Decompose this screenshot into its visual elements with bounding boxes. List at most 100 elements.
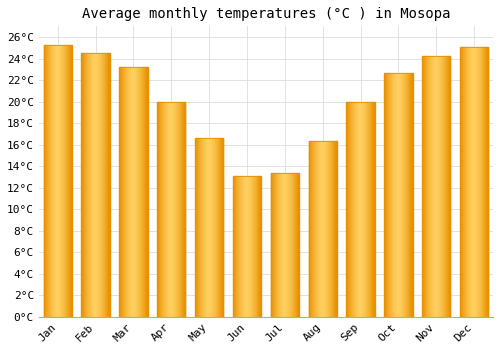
- Bar: [67, 44, 68, 317]
- Bar: [207, 138, 208, 317]
- Bar: [90, 53, 92, 317]
- Bar: [124, 67, 125, 317]
- Bar: [240, 176, 242, 317]
- Bar: [367, 102, 368, 317]
- Bar: [478, 47, 479, 317]
- Bar: [372, 102, 374, 317]
- Bar: [178, 102, 179, 317]
- Bar: [97, 53, 98, 317]
- Bar: [163, 102, 164, 317]
- Bar: [486, 47, 487, 317]
- Bar: [210, 138, 212, 317]
- Bar: [429, 56, 430, 317]
- Bar: [120, 67, 122, 317]
- Bar: [236, 176, 237, 317]
- Bar: [140, 67, 141, 317]
- Bar: [68, 44, 69, 317]
- Bar: [247, 176, 248, 317]
- Bar: [355, 102, 356, 317]
- Bar: [349, 102, 350, 317]
- Bar: [242, 176, 244, 317]
- Bar: [259, 176, 260, 317]
- Bar: [284, 173, 285, 317]
- Bar: [70, 44, 71, 317]
- Bar: [145, 67, 146, 317]
- Bar: [123, 67, 124, 317]
- Bar: [109, 53, 110, 317]
- Bar: [387, 72, 388, 317]
- Bar: [446, 56, 447, 317]
- Bar: [291, 173, 292, 317]
- Bar: [238, 176, 239, 317]
- Bar: [374, 102, 375, 317]
- Bar: [425, 56, 426, 317]
- Bar: [221, 138, 222, 317]
- Bar: [330, 141, 331, 317]
- Bar: [432, 56, 434, 317]
- Bar: [180, 102, 181, 317]
- Bar: [318, 141, 319, 317]
- Bar: [316, 141, 317, 317]
- Bar: [353, 102, 354, 317]
- Bar: [410, 72, 411, 317]
- Bar: [460, 47, 488, 317]
- Bar: [66, 44, 67, 317]
- Bar: [196, 138, 197, 317]
- Bar: [336, 141, 337, 317]
- Bar: [270, 173, 299, 317]
- Bar: [139, 67, 140, 317]
- Bar: [386, 72, 387, 317]
- Bar: [430, 56, 432, 317]
- Bar: [474, 47, 475, 317]
- Bar: [160, 102, 162, 317]
- Bar: [246, 176, 247, 317]
- Bar: [169, 102, 170, 317]
- Bar: [356, 102, 357, 317]
- Bar: [214, 138, 215, 317]
- Bar: [423, 56, 424, 317]
- Bar: [195, 138, 224, 317]
- Bar: [389, 72, 390, 317]
- Bar: [86, 53, 87, 317]
- Bar: [406, 72, 407, 317]
- Bar: [218, 138, 219, 317]
- Bar: [444, 56, 445, 317]
- Bar: [64, 44, 65, 317]
- Bar: [360, 102, 362, 317]
- Bar: [407, 72, 408, 317]
- Bar: [122, 67, 123, 317]
- Bar: [289, 173, 290, 317]
- Bar: [157, 102, 158, 317]
- Bar: [422, 56, 423, 317]
- Bar: [249, 176, 250, 317]
- Bar: [310, 141, 312, 317]
- Bar: [272, 173, 273, 317]
- Bar: [175, 102, 176, 317]
- Bar: [388, 72, 389, 317]
- Bar: [331, 141, 332, 317]
- Bar: [69, 44, 70, 317]
- Bar: [436, 56, 437, 317]
- Bar: [174, 102, 175, 317]
- Bar: [385, 72, 386, 317]
- Bar: [106, 53, 107, 317]
- Bar: [297, 173, 298, 317]
- Bar: [126, 67, 127, 317]
- Title: Average monthly temperatures (°C ) in Mosopa: Average monthly temperatures (°C ) in Mo…: [82, 7, 450, 21]
- Bar: [464, 47, 465, 317]
- Bar: [399, 72, 400, 317]
- Bar: [129, 67, 130, 317]
- Bar: [60, 44, 62, 317]
- Bar: [87, 53, 88, 317]
- Bar: [463, 47, 464, 317]
- Bar: [346, 102, 347, 317]
- Bar: [369, 102, 370, 317]
- Bar: [332, 141, 334, 317]
- Bar: [384, 72, 385, 317]
- Bar: [439, 56, 440, 317]
- Bar: [460, 47, 462, 317]
- Bar: [334, 141, 335, 317]
- Bar: [309, 141, 310, 317]
- Bar: [130, 67, 132, 317]
- Bar: [273, 173, 274, 317]
